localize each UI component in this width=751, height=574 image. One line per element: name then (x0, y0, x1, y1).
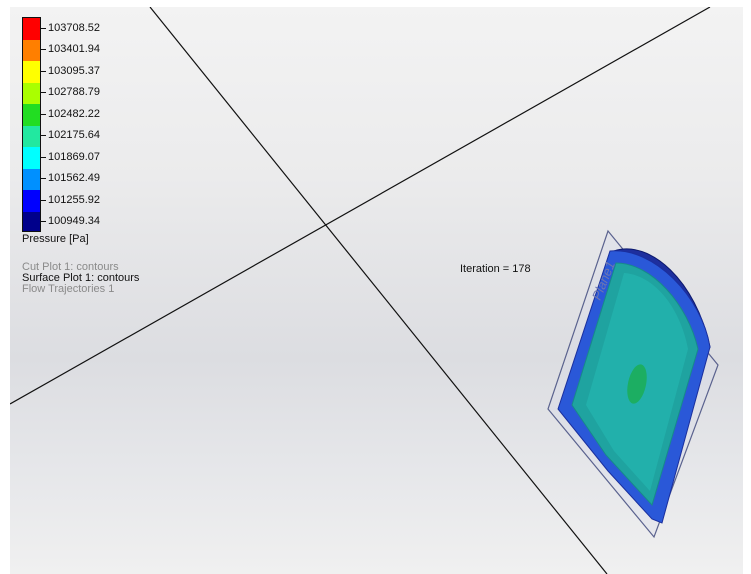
legend-value: 102175.64 (48, 129, 100, 142)
axis-line-primary (149, 7, 608, 574)
legend-swatch (23, 104, 40, 126)
legend-swatch (23, 211, 40, 231)
axis-line-secondary (10, 7, 711, 405)
legend-swatch (23, 61, 40, 83)
legend-swatch (23, 168, 40, 190)
legend-value: 101562.49 (48, 172, 100, 185)
graphics-viewport[interactable]: Plane1 103708.52 103401.94 103095.37 102788… (10, 7, 743, 574)
legend-tick (41, 49, 46, 51)
legend-tick (41, 27, 46, 29)
legend-swatch (23, 190, 40, 212)
legend-value: 103095.37 (48, 64, 100, 77)
plot-item-cut-plot[interactable]: Cut Plot 1: contours (22, 261, 119, 273)
legend-value: 103401.94 (48, 43, 100, 56)
plot-item-flow-trajectories[interactable]: Flow Trajectories 1 (22, 283, 115, 295)
legend-unit-label: Pressure [Pa] (22, 233, 89, 245)
legend-value: 103708.52 (48, 21, 100, 34)
legend-value: 100949.34 (48, 215, 100, 228)
legend-value: 101255.92 (48, 193, 100, 206)
legend-swatch (23, 39, 40, 61)
legend-tick (41, 70, 46, 72)
legend-tick (41, 199, 46, 201)
pressure-legend: 103708.52 103401.94 103095.37 102788.79 1024… (22, 17, 182, 252)
legend-color-bar (22, 17, 41, 232)
legend-swatch (23, 18, 40, 40)
legend-tick (41, 135, 46, 137)
plot-item-surface-plot[interactable]: Surface Plot 1: contours (22, 272, 140, 284)
legend-tick (41, 178, 46, 180)
legend-tick (41, 92, 46, 94)
legend-swatch (23, 125, 40, 147)
legend-value: 102482.22 (48, 107, 100, 120)
legend-swatch (23, 82, 40, 104)
model-scene[interactable]: Plane1 (10, 7, 743, 574)
legend-tick (41, 221, 46, 223)
legend-tick (41, 113, 46, 115)
legend-value: 101869.07 (48, 150, 100, 163)
legend-swatch (23, 147, 40, 169)
legend-value: 102788.79 (48, 86, 100, 99)
iteration-counter: Iteration = 178 (460, 263, 531, 275)
plot-list: Cut Plot 1: contours Surface Plot 1: con… (22, 262, 139, 295)
legend-tick (41, 156, 46, 158)
surface-hotspot (627, 364, 647, 404)
